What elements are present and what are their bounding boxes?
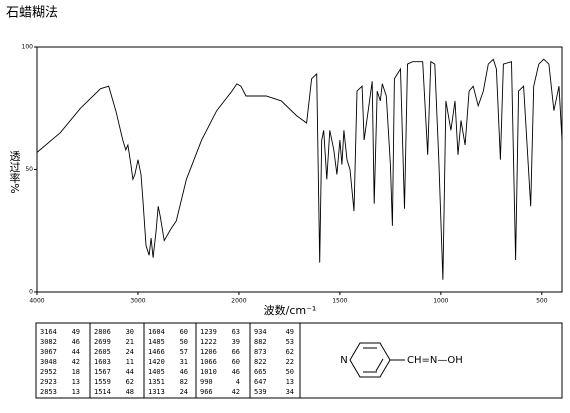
peak-table-frame <box>35 322 563 399</box>
peak-transmittance: 82 <box>180 378 188 386</box>
peak-transmittance: 48 <box>126 388 134 396</box>
peak-transmittance: 53 <box>286 338 294 346</box>
x-tick-label: 500 <box>536 298 548 305</box>
peak-wavenumber: 1405 <box>148 368 165 376</box>
x-tick-label: 2000 <box>231 298 246 305</box>
peak-wavenumber: 822 <box>254 358 267 366</box>
chain: CH=N—OH <box>407 355 463 366</box>
y-tick-label: 0 <box>29 289 33 296</box>
peak-wavenumber: 1514 <box>94 388 111 396</box>
peak-wavenumber: 1010 <box>200 368 217 376</box>
peak-wavenumber: 882 <box>254 338 267 346</box>
peak-wavenumber: 1466 <box>148 348 165 356</box>
peak-transmittance: 24 <box>126 348 134 356</box>
peak-transmittance: 44 <box>126 368 134 376</box>
spectrum-line <box>36 58 563 280</box>
peak-wavenumber: 539 <box>254 388 267 396</box>
peak-wavenumber: 966 <box>200 388 213 396</box>
peak-wavenumber: 3164 <box>40 328 57 336</box>
peak-transmittance: 66 <box>232 348 240 356</box>
peak-wavenumber: 2923 <box>40 378 57 386</box>
peak-transmittance: 63 <box>232 328 240 336</box>
peak-transmittance: 39 <box>232 338 240 346</box>
peak-transmittance: 22 <box>286 358 294 366</box>
peak-transmittance: 11 <box>126 358 134 366</box>
peak-wavenumber: 647 <box>254 378 267 386</box>
peak-wavenumber: 1485 <box>148 338 165 346</box>
peak-wavenumber: 1567 <box>94 368 111 376</box>
peak-wavenumber: 1239 <box>200 328 217 336</box>
peak-transmittance: 57 <box>180 348 188 356</box>
chart-title: 石蜡糊法 <box>6 5 58 21</box>
peak-transmittance: 13 <box>286 378 294 386</box>
peak-wavenumber: 1206 <box>200 348 217 356</box>
peak-transmittance: 49 <box>72 328 80 336</box>
x-axis-label: 波数/cm⁻¹ <box>264 304 317 317</box>
plot-frame <box>36 46 563 293</box>
y-axis-label: 透过率% <box>8 150 21 194</box>
peak-wavenumber: 2605 <box>94 348 111 356</box>
peak-transmittance: 46 <box>180 368 188 376</box>
x-tick-label: 1500 <box>332 298 347 305</box>
peak-transmittance: 30 <box>126 328 134 336</box>
peak-wavenumber: 2806 <box>94 328 111 336</box>
y-tick-label: 100 <box>22 44 34 51</box>
peak-transmittance: 62 <box>126 378 134 386</box>
peak-wavenumber: 1222 <box>200 338 217 346</box>
peak-transmittance: 21 <box>126 338 134 346</box>
peak-wavenumber: 1420 <box>148 358 165 366</box>
peak-wavenumber: 934 <box>254 328 267 336</box>
peak-transmittance: 46 <box>72 338 80 346</box>
peak-wavenumber: 2853 <box>40 388 57 396</box>
peak-wavenumber: 1604 <box>148 328 165 336</box>
peak-transmittance: 34 <box>286 388 294 396</box>
peak-wavenumber: 2952 <box>40 368 57 376</box>
peak-transmittance: 4 <box>236 378 240 386</box>
peak-transmittance: 44 <box>72 348 80 356</box>
peak-wavenumber: 2699 <box>94 338 111 346</box>
ring-atom: N <box>340 355 347 366</box>
peak-transmittance: 50 <box>286 368 294 376</box>
peak-transmittance: 50 <box>180 338 188 346</box>
peak-transmittance: 13 <box>72 388 80 396</box>
peak-wavenumber: 3082 <box>40 338 57 346</box>
peak-transmittance: 60 <box>180 328 188 336</box>
peak-wavenumber: 873 <box>254 348 267 356</box>
peak-transmittance: 24 <box>180 388 188 396</box>
peak-wavenumber: 1313 <box>148 388 165 396</box>
peak-transmittance: 49 <box>286 328 294 336</box>
peak-transmittance: 46 <box>232 368 240 376</box>
peak-wavenumber: 3048 <box>40 358 57 366</box>
peak-wavenumber: 1066 <box>200 358 217 366</box>
peak-wavenumber: 1603 <box>94 358 111 366</box>
peak-wavenumber: 990 <box>200 378 213 386</box>
peak-transmittance: 62 <box>286 348 294 356</box>
peak-wavenumber: 665 <box>254 368 267 376</box>
peak-wavenumber: 1559 <box>94 378 111 386</box>
structure-ring <box>349 342 405 378</box>
x-tick-label: 1000 <box>433 298 448 305</box>
x-tick-label: 4000 <box>29 298 44 305</box>
peak-transmittance: 60 <box>232 358 240 366</box>
peak-transmittance: 42 <box>232 388 240 396</box>
peak-wavenumber: 1351 <box>148 378 165 386</box>
peak-transmittance: 31 <box>180 358 188 366</box>
y-tick-label: 50 <box>25 166 33 173</box>
peak-transmittance: 42 <box>72 358 80 366</box>
peak-transmittance: 13 <box>72 378 80 386</box>
peak-wavenumber: 3067 <box>40 348 57 356</box>
x-tick-label: 3000 <box>130 298 145 305</box>
peak-transmittance: 18 <box>72 368 80 376</box>
